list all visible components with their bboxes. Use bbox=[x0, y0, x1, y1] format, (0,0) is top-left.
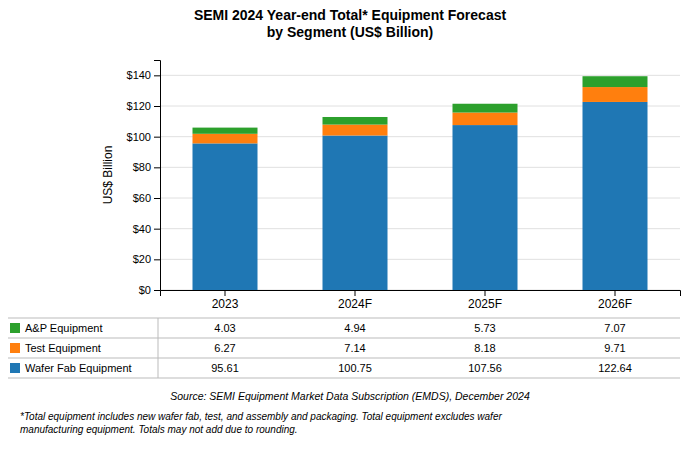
y-tick: $0 bbox=[139, 284, 160, 296]
data-label: 122.64 bbox=[598, 362, 632, 374]
table-rule bbox=[8, 378, 680, 379]
y-tick-label: $60 bbox=[133, 192, 151, 204]
y-tick-mark bbox=[154, 75, 160, 76]
y-axis-line bbox=[154, 61, 161, 291]
y-tick-label: $0 bbox=[139, 284, 151, 296]
annotation-line: manufacturing equipment. Totals may not … bbox=[20, 424, 298, 435]
x-tick-label: 2024F bbox=[338, 297, 372, 311]
bar-series bbox=[193, 76, 648, 134]
y-axis: $0 $20 $40 $60 $80 $100 $120 $140 bbox=[127, 61, 161, 297]
legend-label: A&P Equipment bbox=[25, 322, 102, 334]
x-tick-label: 2023 bbox=[212, 297, 239, 311]
legend-swatch bbox=[10, 343, 20, 353]
data-label: 4.94 bbox=[344, 322, 365, 334]
y-tick: $60 bbox=[133, 192, 160, 204]
annotation-line: *Total equipment includes new wafer fab,… bbox=[20, 411, 502, 422]
bar bbox=[323, 136, 388, 290]
bar bbox=[323, 117, 388, 125]
data-label: 9.71 bbox=[604, 342, 625, 354]
footnote: *Total equipment includes new wafer fab,… bbox=[20, 411, 502, 435]
y-tick: $20 bbox=[133, 253, 160, 265]
y-tick-label: $80 bbox=[133, 161, 151, 173]
x-tick-mark bbox=[355, 290, 356, 296]
y-tick-label: $140 bbox=[127, 69, 151, 81]
bar-series bbox=[193, 87, 648, 143]
y-tick: $100 bbox=[127, 131, 160, 143]
title: SEMI 2024 Year-end Total* Equipment Fore… bbox=[194, 7, 507, 40]
bar bbox=[193, 134, 258, 144]
x-tick-mark bbox=[225, 290, 226, 296]
x-axis-line bbox=[161, 291, 681, 297]
data-label: 95.61 bbox=[211, 362, 239, 374]
x-tick-label: 2026F bbox=[598, 297, 632, 311]
legend-table: A&P Equipment 4.03 4.94 5.73 7.07 Test Equipm… bbox=[8, 318, 680, 378]
legend-label: Test Equipment bbox=[25, 342, 101, 354]
y-tick-mark bbox=[154, 290, 160, 291]
y-tick-label: $20 bbox=[133, 253, 151, 265]
bar bbox=[323, 125, 388, 136]
bar bbox=[453, 104, 518, 113]
title-line: by Segment (US$ Billion) bbox=[267, 24, 433, 40]
annotation-line: Source: SEMI Equipment Market Data Subsc… bbox=[170, 390, 530, 402]
data-label: 107.56 bbox=[468, 362, 502, 374]
grid-line bbox=[160, 75, 680, 76]
y-tick-label: $120 bbox=[127, 100, 151, 112]
bar bbox=[453, 113, 518, 126]
legend-swatch bbox=[10, 363, 20, 373]
y-axis-title: US$ Billion bbox=[101, 146, 115, 205]
data-label: 6.27 bbox=[214, 342, 235, 354]
x-axis: 2023 2024F 2025F 2026F bbox=[161, 290, 681, 311]
data-label: 100.75 bbox=[338, 362, 372, 374]
table-rule bbox=[158, 318, 159, 378]
bar bbox=[583, 76, 648, 87]
title-line: SEMI 2024 Year-end Total* Equipment Fore… bbox=[194, 7, 507, 23]
x-tick-mark bbox=[615, 290, 616, 296]
table-rule bbox=[8, 318, 680, 319]
bar bbox=[583, 87, 648, 102]
x-tick: 2024F bbox=[338, 290, 372, 311]
y-tick-label: $40 bbox=[133, 223, 151, 235]
x-tick-mark bbox=[485, 290, 486, 296]
y-tick-label: $100 bbox=[127, 131, 151, 143]
bar-series bbox=[193, 102, 648, 290]
y-tick-mark bbox=[154, 229, 160, 230]
legend-label: Wafer Fab Equipment bbox=[25, 362, 132, 374]
y-tick-mark bbox=[154, 106, 160, 107]
table-rule bbox=[8, 338, 680, 339]
table-rule bbox=[8, 358, 680, 359]
x-tick: 2026F bbox=[598, 290, 632, 311]
x-tick-label: 2025F bbox=[468, 297, 502, 311]
bar bbox=[193, 143, 258, 290]
x-tick: 2025F bbox=[468, 290, 502, 311]
grid bbox=[160, 75, 680, 290]
plot: $0 $20 $40 $60 $80 $100 $120 $140 2023 2024F 2025F… bbox=[127, 61, 681, 311]
x-tick: 2023 bbox=[212, 290, 239, 311]
y-tick-mark bbox=[154, 198, 160, 199]
data-label: 4.03 bbox=[214, 322, 235, 334]
legend-swatch bbox=[10, 323, 20, 333]
data-label: 5.73 bbox=[474, 322, 495, 334]
source-note: Source: SEMI Equipment Market Data Subsc… bbox=[170, 390, 530, 402]
chart: SEMI 2024 Year-end Total* Equipment Fore… bbox=[0, 0, 700, 475]
data-label: 7.14 bbox=[344, 342, 365, 354]
y-tick: $140 bbox=[127, 69, 160, 81]
y-tick-mark bbox=[154, 137, 160, 138]
bars bbox=[193, 76, 648, 290]
y-tick-mark bbox=[154, 167, 160, 168]
data-label: 8.18 bbox=[474, 342, 495, 354]
y-tick: $80 bbox=[133, 161, 160, 173]
y-tick-mark bbox=[154, 259, 160, 260]
y-tick: $120 bbox=[127, 100, 160, 112]
bar bbox=[193, 128, 258, 134]
y-tick: $40 bbox=[133, 223, 160, 235]
bar bbox=[583, 102, 648, 290]
bar bbox=[453, 125, 518, 290]
data-label: 7.07 bbox=[604, 322, 625, 334]
